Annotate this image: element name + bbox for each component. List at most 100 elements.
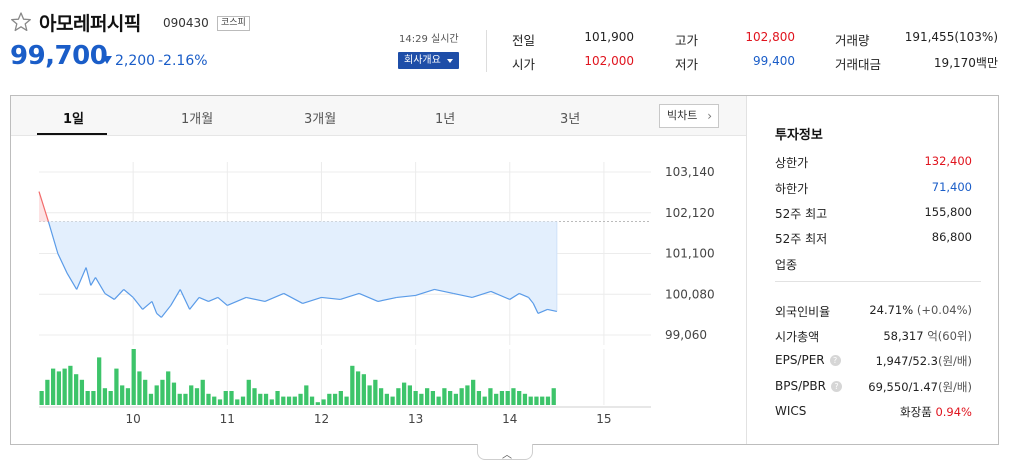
volume-bar bbox=[97, 357, 102, 405]
tab-3years[interactable]: 3년 bbox=[560, 112, 581, 127]
chevron-right-icon: › bbox=[707, 109, 712, 123]
volume-bar bbox=[378, 388, 384, 405]
volume-bar bbox=[177, 393, 182, 405]
company-overview-button[interactable]: 회사개요 bbox=[398, 52, 459, 69]
volume-bar bbox=[401, 382, 407, 405]
volume-bar bbox=[407, 385, 412, 405]
volume-bar bbox=[384, 393, 389, 405]
volume-bar bbox=[367, 385, 372, 405]
volume-bar bbox=[79, 379, 85, 405]
wics-value: 화장품 0.94% bbox=[900, 405, 972, 419]
price-line-segment bbox=[283, 292, 303, 304]
price-line-segment bbox=[104, 292, 115, 300]
volume-bar bbox=[350, 365, 355, 405]
trade-amount-label: 거래대금 bbox=[835, 57, 882, 72]
tab-1month[interactable]: 1개월 bbox=[181, 112, 214, 127]
tab-3months[interactable]: 3개월 bbox=[304, 112, 337, 127]
volume-bar bbox=[102, 388, 108, 405]
volume-bar bbox=[522, 393, 528, 405]
favorite-star-icon[interactable] bbox=[10, 11, 32, 33]
volume-bar bbox=[540, 396, 545, 405]
help-icon[interactable]: ? bbox=[829, 355, 841, 366]
volume-bar bbox=[263, 393, 269, 405]
price-line-segment bbox=[76, 267, 87, 290]
y-tick-label: 102,120 bbox=[665, 206, 715, 220]
help-icon[interactable]: ? bbox=[830, 381, 842, 392]
price-line-segment bbox=[189, 297, 200, 310]
volume-bar bbox=[373, 379, 378, 405]
volume-bar bbox=[511, 388, 516, 405]
divider bbox=[486, 30, 487, 72]
volume-bar bbox=[517, 391, 522, 405]
volume-bar bbox=[56, 371, 62, 405]
tab-1year[interactable]: 1년 bbox=[435, 112, 456, 127]
volume-bar bbox=[459, 388, 464, 405]
volume-bar bbox=[545, 396, 551, 405]
market-badge: 코스피 bbox=[217, 16, 250, 31]
price-line-segment bbox=[151, 301, 158, 314]
volume-bar bbox=[171, 382, 177, 405]
price-line-segment bbox=[123, 288, 134, 298]
price-line-segment bbox=[264, 292, 285, 302]
volume-bar bbox=[114, 368, 119, 405]
market-cap-label: 시가총액 bbox=[775, 330, 820, 344]
prev-close-value: 101,900 bbox=[584, 30, 634, 44]
lower-limit-label: 하한가 bbox=[775, 182, 809, 196]
realtime-label: 14:29 실시간 bbox=[399, 34, 459, 45]
volume-bar bbox=[194, 388, 200, 405]
investment-info: 투자정보 상한가 132,400 하한가 71,400 52주 최고 155,8… bbox=[746, 96, 998, 444]
volume-bar bbox=[108, 391, 113, 405]
tab-1day[interactable]: 1일 bbox=[63, 112, 85, 127]
caret-down-icon bbox=[447, 59, 453, 63]
volume-bar bbox=[286, 396, 292, 405]
x-tick-label: 11 bbox=[220, 412, 235, 426]
volume-bar bbox=[453, 393, 459, 405]
y-tick-label: 99,060 bbox=[665, 328, 707, 342]
big-chart-button[interactable]: 빅차트 › bbox=[659, 104, 719, 128]
volume-bar bbox=[281, 396, 286, 405]
volume-bar bbox=[148, 393, 154, 405]
volume-bar bbox=[419, 393, 424, 405]
volume-bar bbox=[528, 396, 533, 405]
intraday-chart[interactable]: 103,140 102,120 101,100 100,080 99,060 10 11 12… bbox=[11, 137, 746, 445]
low52-value: 86,800 bbox=[931, 230, 972, 244]
bps-pbr-label: BPS/PBR? bbox=[775, 379, 842, 393]
volume-bar bbox=[396, 388, 401, 405]
volume-bar bbox=[120, 385, 125, 405]
volume-bar bbox=[338, 391, 343, 405]
volume-bar bbox=[62, 368, 67, 405]
volume-bar bbox=[252, 388, 257, 405]
volume-bar bbox=[229, 391, 234, 405]
price-line-segment bbox=[518, 292, 529, 298]
price-line-segment bbox=[208, 296, 219, 302]
price-line-segment bbox=[227, 296, 247, 306]
price-line-segment bbox=[156, 312, 162, 318]
volume-bar bbox=[200, 379, 205, 405]
prev-close-label: 전일 bbox=[512, 33, 536, 48]
volume-bar bbox=[355, 371, 361, 405]
volume-bar bbox=[482, 396, 487, 405]
price-line-segment bbox=[509, 292, 520, 300]
volume-bar bbox=[436, 396, 441, 405]
down-arrow-icon bbox=[102, 56, 112, 64]
big-chart-label: 빅차트 bbox=[667, 109, 698, 122]
y-tick-label: 103,140 bbox=[665, 165, 715, 179]
volume-bar bbox=[292, 396, 297, 405]
volume-bar bbox=[344, 396, 349, 405]
price-line-segment bbox=[528, 297, 534, 304]
period-tabs: 1일 1개월 3개월 1년 3년 빅차트 › bbox=[11, 96, 746, 136]
volume-bar bbox=[74, 374, 79, 405]
volume-bar bbox=[534, 396, 539, 405]
volume-bar bbox=[494, 393, 499, 405]
stock-header: 아모레퍼시픽 090430 코스피 99,700 2,200 -2.16% 14… bbox=[0, 0, 1011, 90]
volume-bar bbox=[189, 385, 194, 405]
volume-label: 거래량 bbox=[835, 33, 870, 48]
volume-bar bbox=[476, 391, 482, 405]
volume-bar bbox=[304, 385, 309, 405]
volume-bar bbox=[183, 393, 188, 405]
volume-bar bbox=[499, 391, 505, 405]
volume-bar bbox=[125, 388, 131, 405]
price-line-segment bbox=[198, 296, 209, 302]
collapse-toggle-button[interactable]: ︿ bbox=[477, 444, 533, 461]
price-change: 2,200 bbox=[115, 53, 156, 69]
